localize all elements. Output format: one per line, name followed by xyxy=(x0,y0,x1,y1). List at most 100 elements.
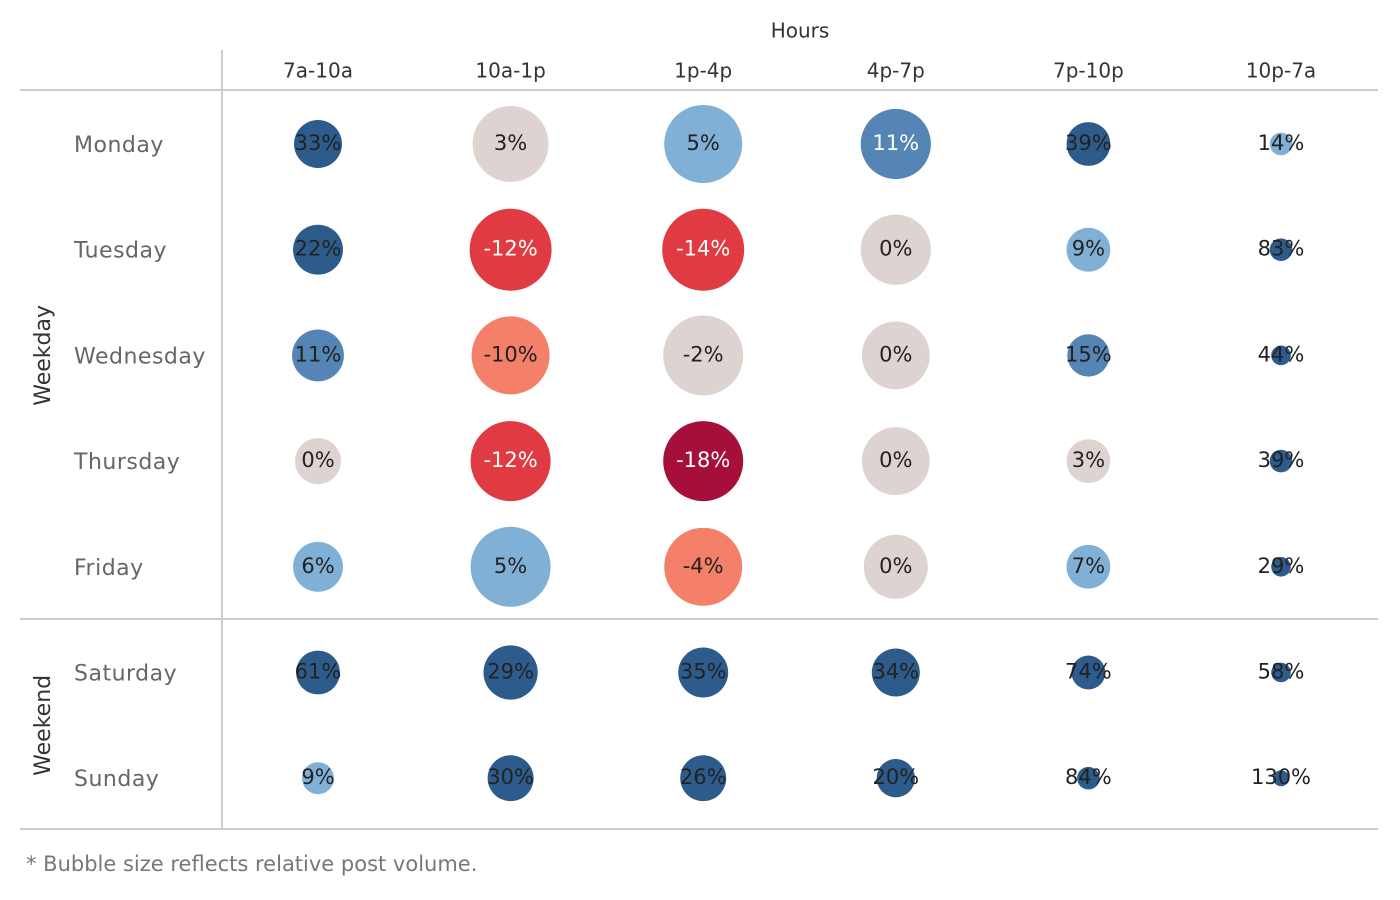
bubble xyxy=(296,650,340,695)
bubble xyxy=(860,108,931,180)
value-label: 39% xyxy=(1065,131,1112,155)
row-label: Wednesday xyxy=(74,344,206,369)
bubble xyxy=(1273,770,1289,787)
bubble xyxy=(1271,345,1291,366)
value-label: 15% xyxy=(1065,342,1112,366)
value-label: -10% xyxy=(483,342,537,366)
value-label: 0% xyxy=(879,237,912,261)
value-label: 44% xyxy=(1258,342,1305,366)
bubble xyxy=(662,208,745,291)
value-label: -12% xyxy=(483,448,537,472)
value-label: 84% xyxy=(1065,765,1112,789)
bubble xyxy=(293,224,343,275)
bubble xyxy=(483,645,538,700)
column-label: 1p-4p xyxy=(674,59,732,83)
row-label: Thursday xyxy=(73,450,180,475)
bubble xyxy=(1077,766,1100,790)
value-label: 5% xyxy=(687,131,720,155)
bubble xyxy=(1066,122,1111,166)
value-label: 0% xyxy=(879,342,912,366)
bubble xyxy=(470,526,551,607)
value-label: 7% xyxy=(1072,554,1105,578)
bubble xyxy=(876,759,915,798)
bubble xyxy=(1269,238,1293,262)
bubble xyxy=(1269,132,1293,156)
bubble xyxy=(663,421,744,502)
bubble xyxy=(1269,449,1293,473)
column-label: 4p-7p xyxy=(867,59,925,83)
value-label: -14% xyxy=(676,237,730,261)
value-label: 74% xyxy=(1065,660,1112,684)
bubble xyxy=(1066,439,1111,484)
value-label: 20% xyxy=(872,765,919,789)
bubble xyxy=(664,527,743,606)
value-label: 9% xyxy=(301,765,334,789)
value-label: 3% xyxy=(494,131,527,155)
value-label: -12% xyxy=(483,237,537,261)
value-label: -2% xyxy=(683,342,724,366)
value-label: 29% xyxy=(1258,554,1305,578)
bubble xyxy=(1067,334,1110,377)
row-label: Sunday xyxy=(74,767,159,792)
bubble xyxy=(1271,557,1291,577)
value-label: -18% xyxy=(676,448,730,472)
bubble xyxy=(470,421,551,502)
bubble xyxy=(664,105,743,183)
bubble xyxy=(663,315,744,396)
value-label: 11% xyxy=(295,342,342,366)
value-label: 0% xyxy=(301,448,334,472)
value-label: 35% xyxy=(680,660,727,684)
value-label: 39% xyxy=(1258,448,1305,472)
column-label: 7a-10a xyxy=(283,59,353,83)
value-label: 0% xyxy=(879,448,912,472)
column-label: 7p-10p xyxy=(1053,59,1124,83)
bubble xyxy=(293,541,343,592)
bubble xyxy=(863,534,928,599)
bubble xyxy=(302,762,334,795)
value-label: 14% xyxy=(1258,131,1305,155)
value-label: -4% xyxy=(683,554,724,578)
bubble xyxy=(680,755,727,802)
value-label: 58% xyxy=(1258,660,1305,684)
row-label: Tuesday xyxy=(73,239,167,264)
value-label: 83% xyxy=(1258,237,1305,261)
bubble xyxy=(472,106,549,182)
footnote: * Bubble size reflects relative post vol… xyxy=(26,852,477,876)
value-label: 11% xyxy=(872,131,919,155)
x-axis-title: Hours xyxy=(771,19,830,43)
bubble xyxy=(292,329,344,382)
column-label: 10a-1p xyxy=(475,59,545,83)
value-label: 3% xyxy=(1072,448,1105,472)
row-label: Saturday xyxy=(74,662,177,687)
bubble xyxy=(1071,655,1106,690)
bubble xyxy=(1066,227,1111,272)
bubble xyxy=(861,321,930,390)
row-label: Friday xyxy=(74,556,144,581)
value-label: 0% xyxy=(879,554,912,578)
row-label: Monday xyxy=(74,133,164,158)
bubble xyxy=(860,214,931,285)
bubble xyxy=(487,755,534,802)
value-label: 5% xyxy=(494,554,527,578)
value-label: 61% xyxy=(295,660,342,684)
bubble xyxy=(871,648,920,697)
bubble xyxy=(678,647,729,698)
bubble xyxy=(1271,662,1291,683)
value-label: 22% xyxy=(295,237,342,261)
bubble xyxy=(469,208,552,291)
bubble xyxy=(1066,544,1111,589)
group-label: Weekday xyxy=(31,305,56,406)
value-label: 29% xyxy=(487,660,534,684)
group-label: Weekend xyxy=(31,675,56,776)
bubble xyxy=(471,316,550,395)
value-label: 34% xyxy=(872,660,919,684)
bubble xyxy=(861,427,930,496)
column-label: 10p-7a xyxy=(1246,59,1316,83)
value-label: 9% xyxy=(1072,237,1105,261)
bubble xyxy=(294,120,342,168)
value-label: 130% xyxy=(1251,765,1311,789)
value-label: 33% xyxy=(295,131,342,155)
value-label: 30% xyxy=(487,765,534,789)
bubble xyxy=(295,438,341,485)
